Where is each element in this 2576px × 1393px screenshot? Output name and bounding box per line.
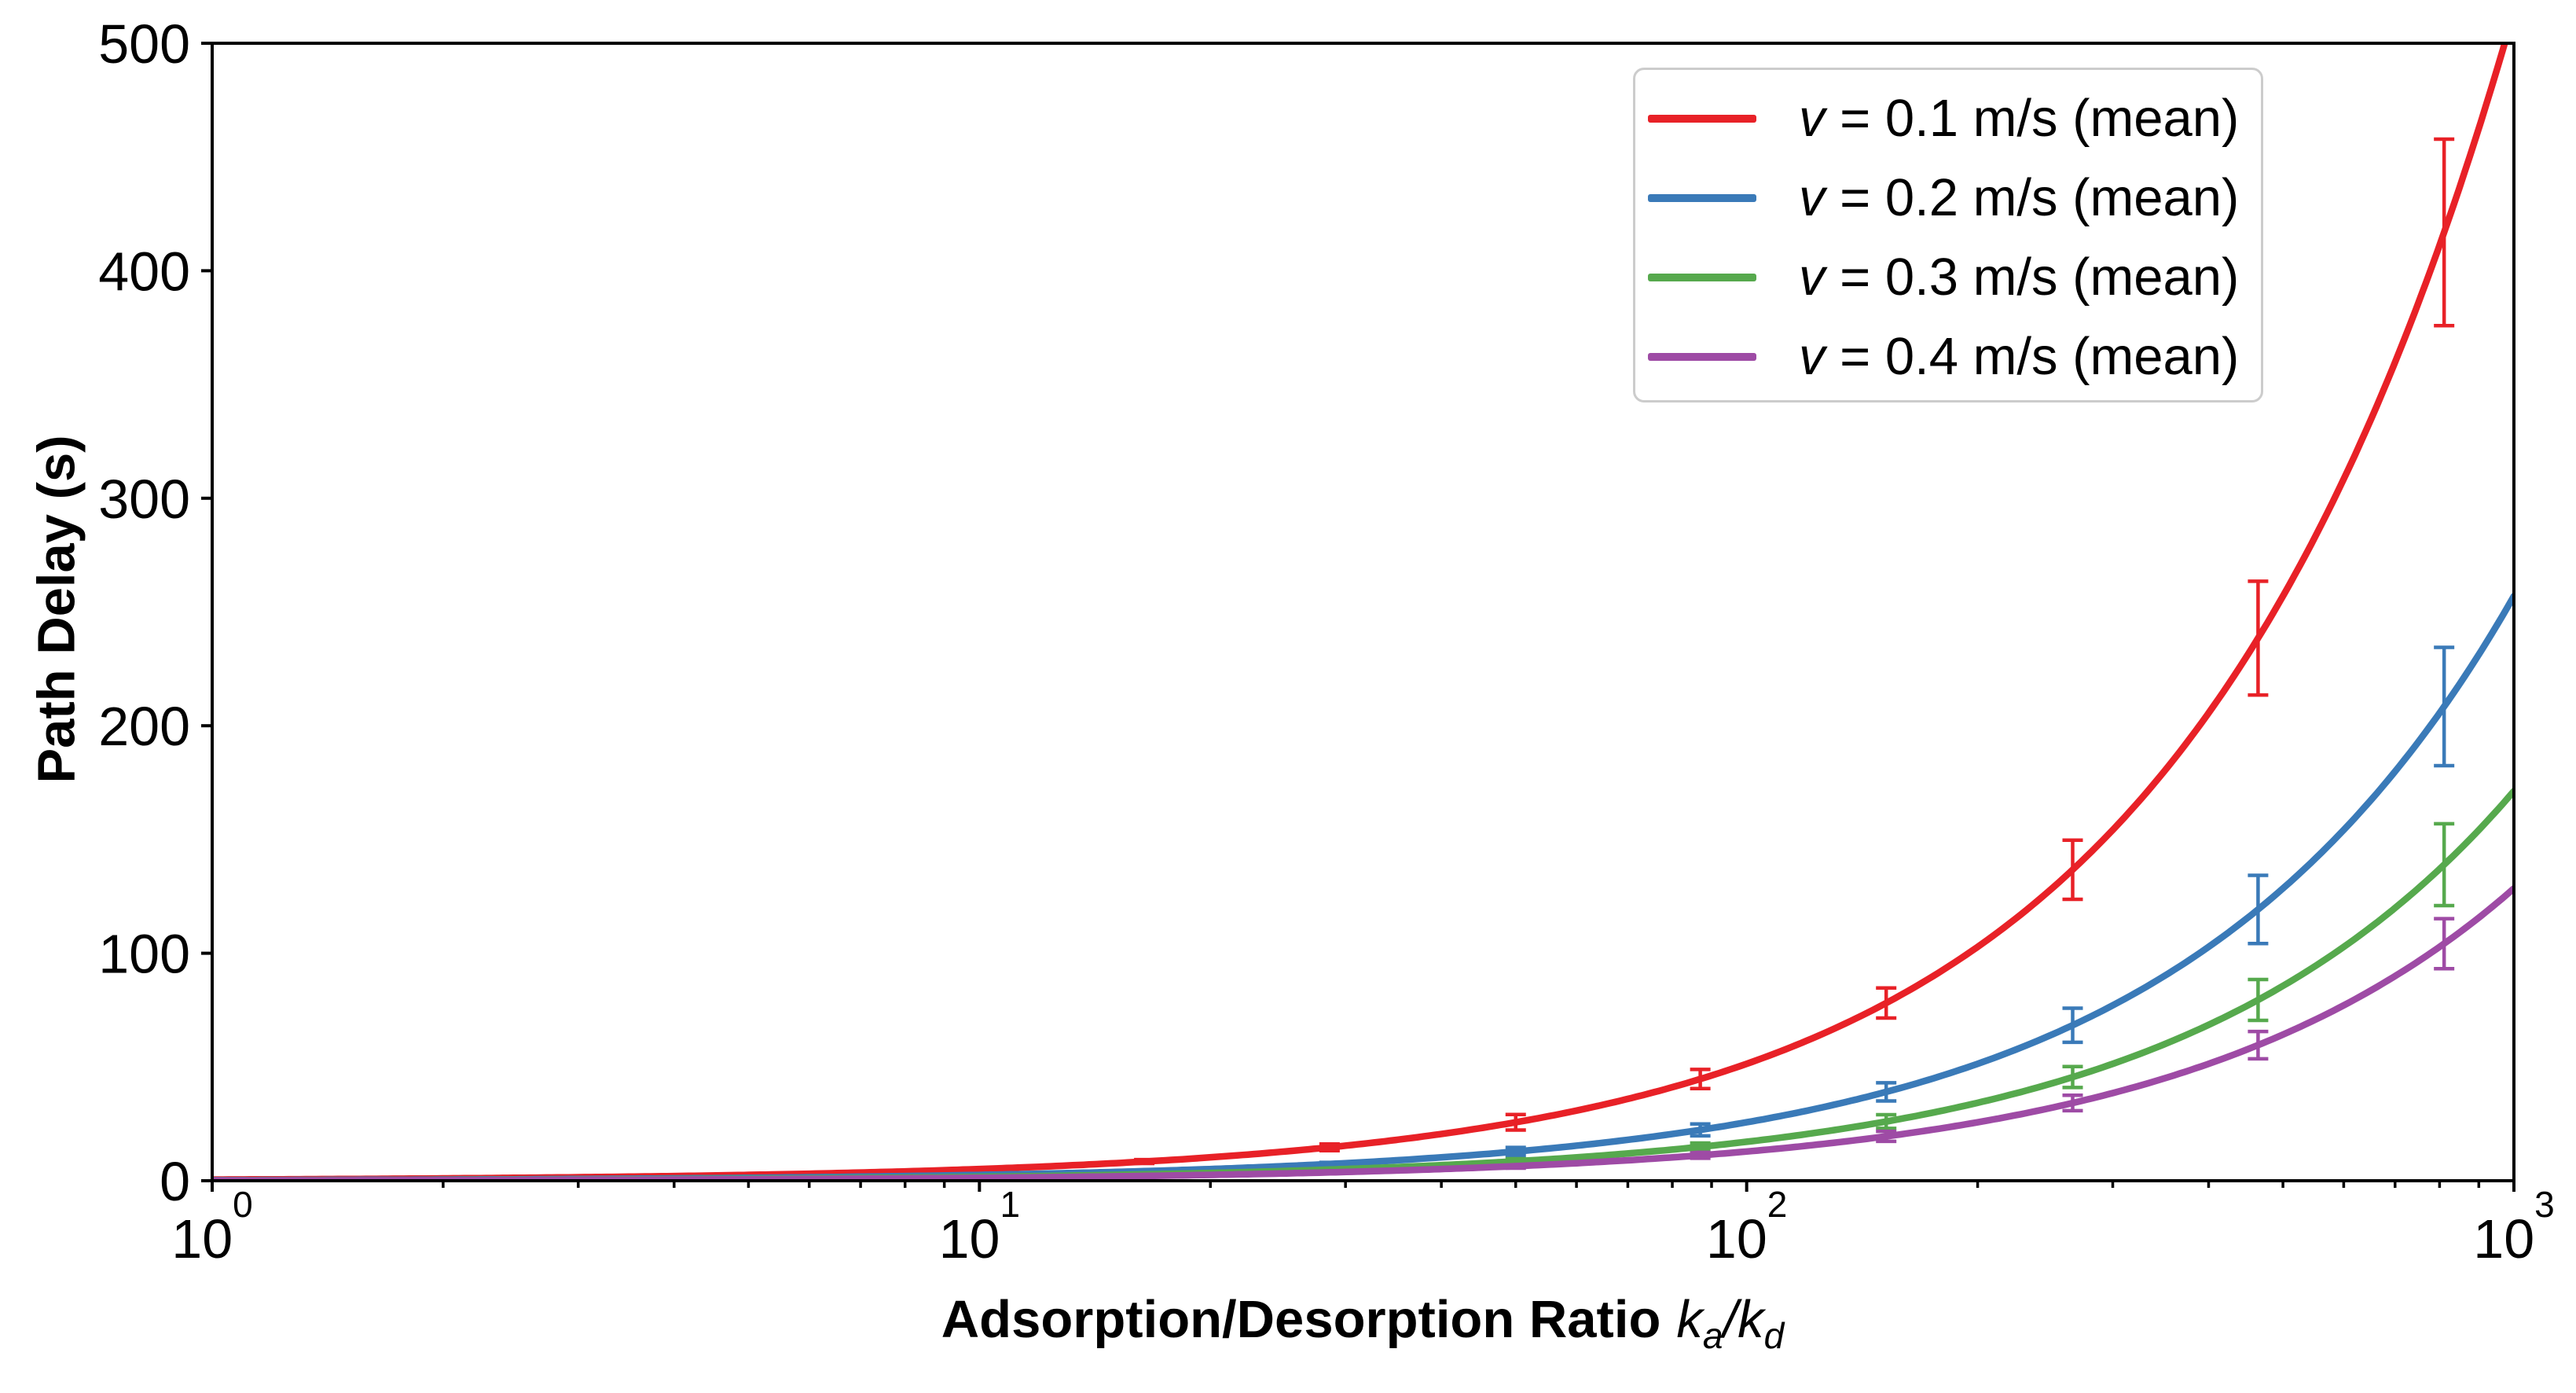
- y-tick-label: 500: [98, 13, 190, 75]
- legend-item-v03: v = 0.3 m/s (mean): [1648, 237, 2261, 317]
- math-k-a-base: k: [1676, 1290, 1703, 1349]
- legend-line-swatch: [1648, 352, 1756, 361]
- x-axis-label-text: Adsorption/Desorption Ratio: [941, 1290, 1661, 1349]
- y-axis-label: Path Delay (s): [27, 435, 87, 783]
- y-tick-label: 100: [98, 924, 190, 985]
- y-axis-label-text: Path Delay (s): [27, 435, 86, 784]
- x-axis-label: Adsorption/Desorption Ratio ka/kd: [941, 1289, 1784, 1357]
- error-bars-v02: [212, 645, 2455, 1181]
- x-axis-label-math: ka/kd: [1676, 1290, 1784, 1356]
- legend-label: v = 0.1 m/s (mean): [1799, 89, 2240, 148]
- x-tick-label: 100: [171, 1184, 252, 1270]
- curve-v04: [212, 884, 2514, 1181]
- math-k-d-base: k: [1738, 1290, 1764, 1349]
- error-bars-v04: [212, 917, 2455, 1181]
- math-k-a-sub: a: [1702, 1315, 1723, 1356]
- legend: v = 0.1 m/s (mean) v = 0.2 m/s (mean) v = …: [1633, 68, 2263, 402]
- y-tick-label: 400: [98, 241, 190, 302]
- y-tick-label: 0: [160, 1151, 190, 1212]
- curve-v03: [212, 788, 2514, 1181]
- y-tick-label: 200: [98, 696, 190, 757]
- math-divider: /: [1723, 1290, 1738, 1349]
- legend-item-v02: v = 0.2 m/s (mean): [1648, 158, 2261, 237]
- x-tick-label: 101: [939, 1184, 1020, 1270]
- x-axis-ticks: 100 101 102 103: [171, 1181, 2555, 1270]
- x-tick-label: 103: [2473, 1184, 2554, 1270]
- legend-line-swatch: [1648, 114, 1756, 123]
- legend-line-swatch: [1648, 273, 1756, 281]
- y-axis-ticks: 0 100 200 300 400 500: [98, 13, 212, 1212]
- legend-item-v01: v = 0.1 m/s (mean): [1648, 79, 2261, 158]
- x-tick-label: 102: [1706, 1184, 1787, 1270]
- plot-spines: [211, 42, 2515, 1182]
- legend-label: v = 0.4 m/s (mean): [1799, 327, 2240, 386]
- legend-label: v = 0.2 m/s (mean): [1799, 168, 2240, 227]
- legend-line-swatch: [1648, 193, 1756, 202]
- legend-label: v = 0.3 m/s (mean): [1799, 248, 2240, 307]
- y-tick-label: 300: [98, 469, 190, 530]
- math-k-d-sub: d: [1763, 1315, 1785, 1356]
- curve-v02: [212, 592, 2514, 1181]
- legend-item-v04: v = 0.4 m/s (mean): [1648, 317, 2261, 396]
